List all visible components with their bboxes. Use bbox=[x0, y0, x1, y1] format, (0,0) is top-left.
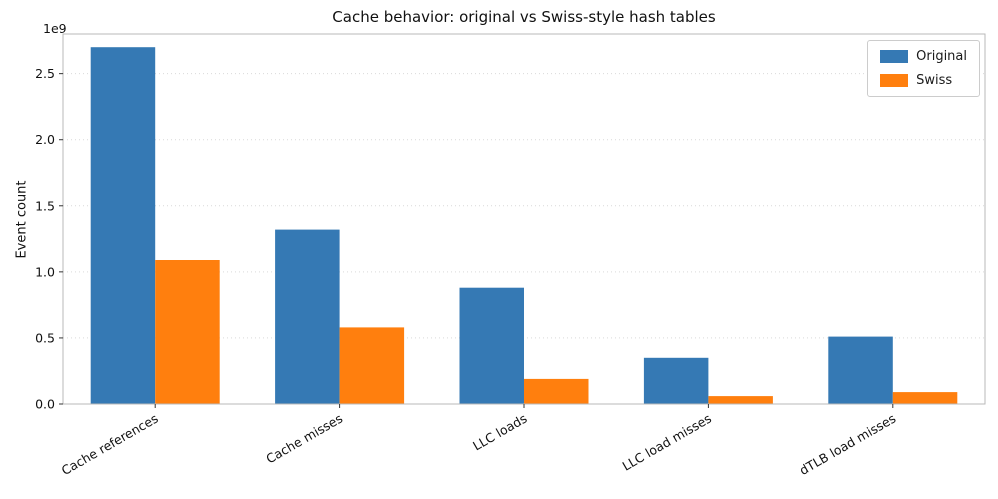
bar-original-0 bbox=[90, 47, 156, 404]
y-tick-label: 1.0 bbox=[35, 264, 55, 279]
bar-swiss-4 bbox=[892, 392, 958, 404]
y-tick-label: 0.0 bbox=[35, 397, 55, 412]
legend-entry-swiss: Swiss bbox=[880, 73, 967, 88]
chart-title: Cache behavior: original vs Swiss-style … bbox=[332, 8, 716, 26]
bar-swiss-3 bbox=[708, 396, 773, 404]
bar-original-1 bbox=[275, 229, 340, 404]
y-tick-label: 2.0 bbox=[35, 132, 55, 147]
x-tick-label: LLC loads bbox=[470, 411, 529, 454]
y-tick-label: 1.5 bbox=[35, 198, 55, 213]
legend-swatch-swiss bbox=[880, 74, 909, 87]
legend-swatch-original bbox=[880, 50, 909, 63]
x-tick-label: Cache references bbox=[59, 411, 161, 479]
bar-original-4 bbox=[828, 336, 893, 404]
y-tick-label: 0.5 bbox=[35, 330, 55, 345]
bar-original-3 bbox=[643, 357, 709, 405]
bar-original-2 bbox=[459, 287, 524, 404]
x-tick-label: dTLB load misses bbox=[797, 411, 899, 478]
bar-swiss-2 bbox=[524, 378, 589, 404]
legend: Original Swiss bbox=[867, 40, 980, 97]
legend-entry-original: Original bbox=[880, 49, 967, 64]
y-tick-label: 2.5 bbox=[35, 66, 55, 81]
legend-label-swiss: Swiss bbox=[916, 73, 953, 88]
bar-swiss-0 bbox=[155, 260, 220, 404]
y-axis-offset-label: 1e9 bbox=[43, 21, 67, 36]
x-tick-label: LLC load misses bbox=[620, 411, 714, 474]
legend-label-original: Original bbox=[916, 49, 967, 64]
x-tick-label: Cache misses bbox=[263, 411, 345, 467]
bar-swiss-1 bbox=[339, 327, 405, 404]
